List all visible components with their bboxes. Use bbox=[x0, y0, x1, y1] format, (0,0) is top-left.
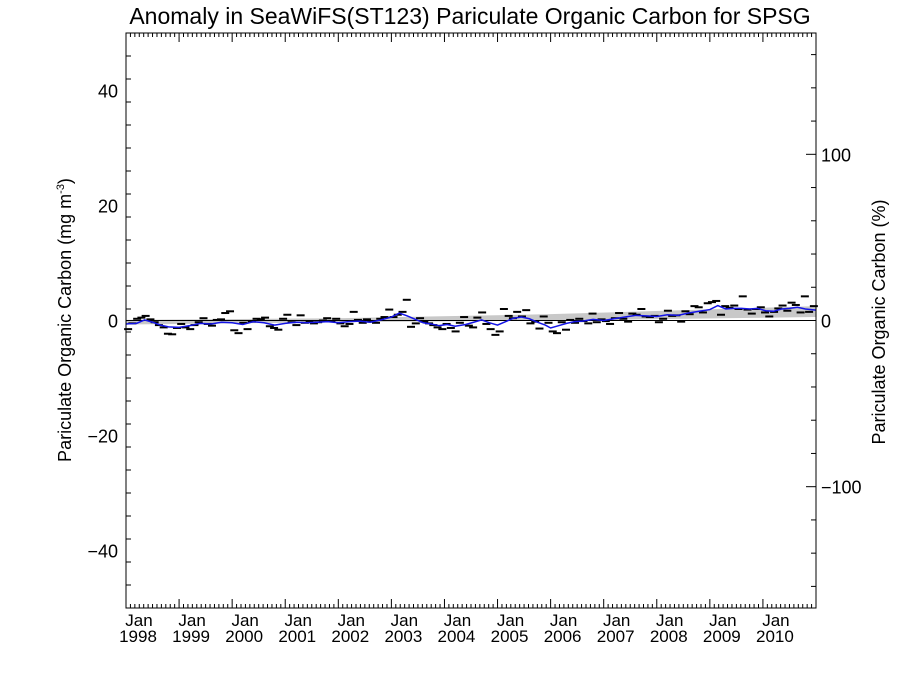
x-tick-label-month: Jan bbox=[125, 611, 152, 630]
x-tick-label-year: 2007 bbox=[597, 627, 635, 646]
x-tick-label-year: 1998 bbox=[119, 627, 157, 646]
y-right-tick-label: −100 bbox=[821, 478, 862, 498]
x-tick-label-month: Jan bbox=[338, 611, 365, 630]
x-tick-label-month: Jan bbox=[550, 611, 577, 630]
trend-band bbox=[126, 306, 816, 325]
y-left-tick-label: −20 bbox=[87, 427, 118, 447]
running-mean-layer bbox=[125, 304, 817, 329]
x-tick-label-year: 2004 bbox=[438, 627, 476, 646]
x-tick-label-month: Jan bbox=[762, 611, 789, 630]
x-tick-label-year: 2006 bbox=[544, 627, 582, 646]
x-tick-label-month: Jan bbox=[497, 611, 524, 630]
y-axis-left-label: Pariculate Organic Carbon (mg m-3) bbox=[55, 178, 75, 462]
x-tick-label-year: 2003 bbox=[384, 627, 422, 646]
y-axis-left-label-sup: -3 bbox=[55, 184, 67, 194]
y-left-tick-label: 20 bbox=[98, 197, 118, 217]
y-right-tick-label: 0 bbox=[821, 312, 831, 332]
x-tick-label-year: 2008 bbox=[650, 627, 688, 646]
x-tick-label-month: Jan bbox=[444, 611, 471, 630]
x-tick-label-year: 2000 bbox=[225, 627, 263, 646]
x-tick-label-year: 2005 bbox=[491, 627, 529, 646]
x-tick-label-month: Jan bbox=[603, 611, 630, 630]
x-tick-label-year: 1999 bbox=[172, 627, 210, 646]
x-tick-label-month: Jan bbox=[285, 611, 312, 630]
y-axis-right-label: Pariculate Organic Carbon (%) bbox=[869, 199, 889, 444]
x-tick-label-month: Jan bbox=[391, 611, 418, 630]
x-tick-label-month: Jan bbox=[231, 611, 258, 630]
axis-layer: Jan1998Jan1999Jan2000Jan2001Jan2002Jan20… bbox=[87, 32, 862, 646]
chart-title: Anomaly in SeaWiFS(ST123) Pariculate Org… bbox=[129, 3, 810, 29]
x-tick-label-month: Jan bbox=[709, 611, 736, 630]
x-tick-label-month: Jan bbox=[656, 611, 683, 630]
y-axis-left-label-base: Pariculate Organic Carbon (mg m bbox=[55, 194, 75, 462]
y-right-tick-label: 100 bbox=[821, 145, 851, 165]
x-tick-label-year: 2010 bbox=[756, 627, 794, 646]
x-tick-label-year: 2001 bbox=[278, 627, 316, 646]
y-left-tick-label: 0 bbox=[108, 312, 118, 332]
x-tick-label-month: Jan bbox=[178, 611, 205, 630]
y-left-tick-label: 40 bbox=[98, 82, 118, 102]
y-left-tick-label: −40 bbox=[87, 542, 118, 562]
trend-band-layer bbox=[126, 306, 816, 325]
running-mean-line bbox=[125, 304, 817, 329]
x-tick-label-year: 2002 bbox=[331, 627, 369, 646]
x-tick-label-year: 2009 bbox=[703, 627, 741, 646]
y-axis-left-label-end: ) bbox=[55, 178, 75, 184]
